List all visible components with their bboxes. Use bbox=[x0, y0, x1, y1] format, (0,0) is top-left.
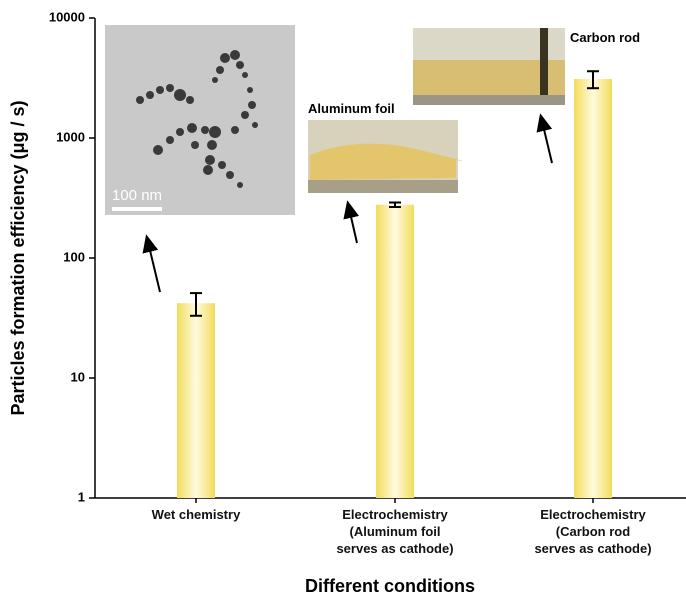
y-tick-label: 1000 bbox=[56, 129, 85, 144]
carbon-photo bbox=[413, 28, 565, 105]
y-tick-label: 10000 bbox=[49, 9, 85, 24]
aluminum-photo bbox=[308, 120, 463, 193]
bar bbox=[177, 303, 215, 498]
x-tick-label: Wet chemistry bbox=[101, 506, 291, 523]
x-tick-label: Electrochemistry (Carbon rod serves as c… bbox=[498, 506, 686, 557]
bar bbox=[574, 79, 612, 498]
y-tick-label: 100 bbox=[63, 249, 85, 264]
y-tick-label: 10 bbox=[71, 369, 85, 384]
annotation: Carbon rod bbox=[570, 30, 640, 45]
x-axis-title: Different conditions bbox=[305, 576, 475, 596]
y-tick-label: 1 bbox=[78, 489, 85, 504]
y-axis-title: Particles formation efficiency (μg / s) bbox=[8, 100, 28, 415]
page: Particles formation efficiency (μg / s) … bbox=[0, 0, 686, 596]
x-tick-label: Electrochemistry (Aluminum foil serves a… bbox=[300, 506, 490, 557]
bar bbox=[376, 205, 414, 498]
annotation: Aluminum foil bbox=[308, 101, 395, 116]
scale-bar-label: 100 nm bbox=[112, 187, 162, 204]
